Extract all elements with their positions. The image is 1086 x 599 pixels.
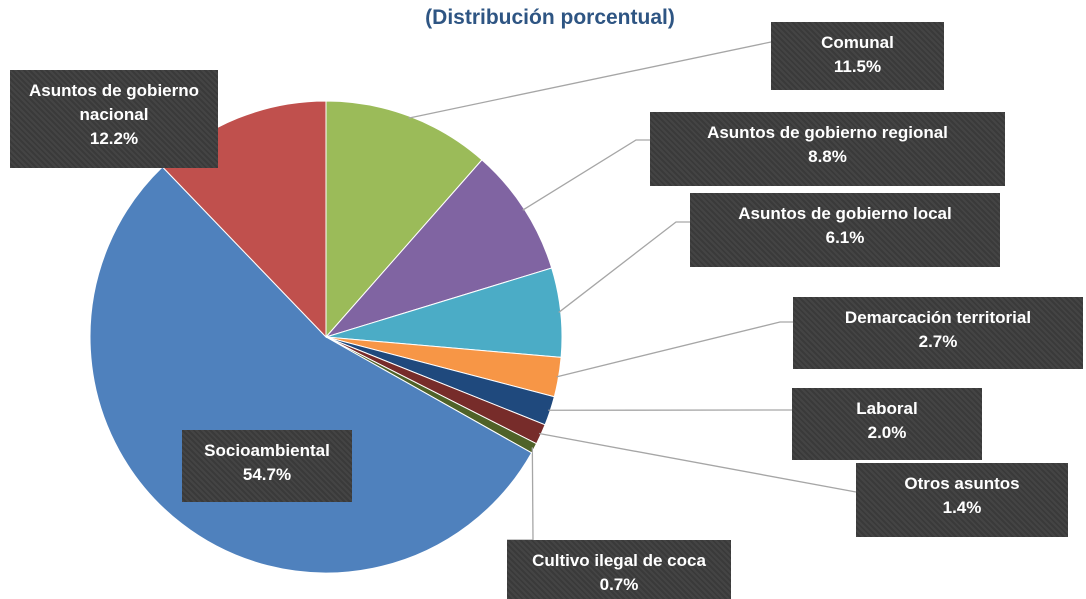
label-value: 6.1%: [825, 228, 865, 247]
leader-line: [556, 321, 793, 378]
leader-line: [539, 432, 857, 493]
data-label: Asuntos de gobierno regional 8.8%: [650, 112, 1005, 186]
label-value: 0.7%: [599, 575, 639, 594]
label-name: Demarcación territorial: [844, 308, 1032, 327]
label-name: Cultivo ilegal de coca: [532, 551, 706, 570]
data-label: Otros asuntos 1.4%: [856, 463, 1068, 537]
data-label: Laboral 2.0%: [792, 388, 982, 460]
label-name: Asuntos de gobierno regional: [707, 123, 948, 142]
pie-slice: [325, 100, 483, 339]
data-label: Socioambiental 54.7%: [182, 430, 352, 502]
label-value: 1.4%: [942, 498, 982, 517]
chart-subtitle: (Distribución porcentual): [425, 6, 675, 29]
label-name: Otros asuntos: [904, 474, 1020, 493]
label-name: Socioambiental: [204, 441, 330, 460]
label-name: Comunal: [821, 33, 894, 52]
label-name: Asuntos de gobierno local: [738, 204, 952, 223]
label-value: 8.8%: [808, 147, 847, 166]
label-value: 54.7%: [242, 465, 292, 484]
leader-line: [522, 139, 650, 211]
leader-line: [558, 221, 690, 313]
label-value: 11.5%: [833, 57, 882, 76]
label-name: Asuntos de gobierno nacional: [29, 81, 199, 124]
leader-line: [408, 41, 772, 119]
label-value: 2.7%: [918, 332, 958, 351]
label-value: 2.0%: [867, 423, 907, 442]
data-label: Comunal 11.5%: [771, 22, 944, 90]
data-label: Asuntos de gobierno local 6.1%: [690, 193, 1000, 267]
data-label: Asuntos de gobierno nacional 12.2%: [10, 70, 218, 168]
data-label: Demarcación territorial 2.7%: [793, 297, 1083, 369]
data-label: Cultivo ilegal de coca 0.7%: [507, 540, 731, 599]
label-value: 12.2%: [89, 129, 139, 148]
label-name: Laboral: [856, 399, 918, 418]
